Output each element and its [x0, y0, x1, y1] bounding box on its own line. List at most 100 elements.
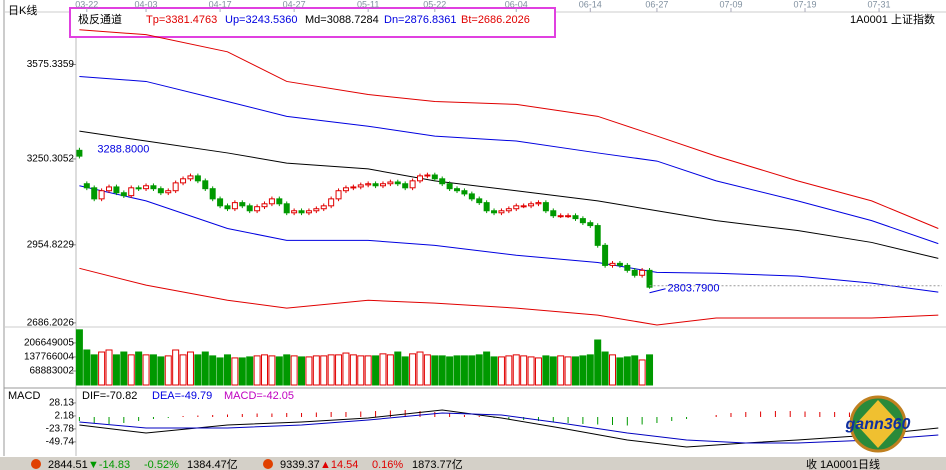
volume-bar — [75, 329, 83, 386]
volume-bar — [298, 356, 306, 386]
volume-bar — [557, 355, 565, 386]
candle-body — [535, 202, 542, 205]
candle-body — [150, 185, 157, 190]
status-text: ▼-14.83 — [88, 459, 130, 470]
volume-bar — [616, 357, 624, 386]
status-bg — [0, 457, 946, 470]
candle-body — [365, 183, 372, 186]
status-icon — [263, 459, 273, 469]
candle-body — [394, 181, 401, 185]
candle-body — [505, 208, 512, 212]
indicator: 极反通道 — [78, 12, 122, 26]
status-bar: 2844.51 ▼-14.83 -0.52% 1384.47亿 9339.37 … — [0, 457, 946, 470]
volume-bar — [453, 355, 461, 386]
volume-bar — [357, 355, 365, 386]
x-tick-label: 05-11 — [357, 0, 379, 9]
candle-body — [646, 269, 653, 288]
dea-line — [79, 412, 939, 444]
header-box — [69, 7, 556, 38]
candle-body — [180, 178, 187, 184]
status-text: 收 1A0001日线 — [806, 457, 880, 470]
period: 日K线 — [8, 3, 37, 17]
candle-body — [491, 210, 498, 214]
x-tick-label: 04-03 — [135, 0, 158, 9]
candle-body — [276, 198, 283, 205]
volume-bar — [335, 354, 343, 386]
volume-bar — [135, 351, 143, 386]
y-tick-label: 3250.3052 — [27, 154, 75, 165]
status-text: 1384.47亿 — [187, 458, 238, 470]
channel-line — [79, 185, 939, 293]
channel-line — [79, 29, 939, 229]
volume-bar — [201, 351, 209, 386]
x-tick-label: 03-22 — [75, 0, 98, 9]
volume-bar — [394, 351, 402, 386]
candle-body — [98, 190, 105, 200]
volume-bar — [246, 356, 254, 386]
volume-bar — [253, 355, 261, 386]
volume-bar — [149, 354, 157, 386]
volume-bar — [342, 352, 350, 386]
candle-body — [231, 202, 238, 210]
volume-bar — [468, 355, 476, 386]
volume-bar — [483, 351, 491, 386]
volume-bar — [112, 354, 120, 386]
candle-body — [239, 202, 246, 207]
candle-body — [542, 202, 549, 212]
volume-bar — [105, 349, 113, 386]
volume-bar — [431, 355, 439, 386]
volume-bar — [460, 355, 468, 386]
volume-bar — [349, 354, 357, 386]
volume-bar — [120, 351, 128, 386]
candle-body — [254, 206, 261, 212]
volume-bar — [90, 354, 98, 386]
volume-bar — [497, 356, 505, 386]
volume-bar — [305, 356, 313, 386]
volume-bar — [157, 356, 165, 386]
volume-bar — [223, 354, 231, 386]
volume-bar — [164, 355, 172, 386]
volume-bar — [231, 357, 239, 386]
symbol: 1A0001 上证指数 — [850, 12, 935, 26]
candle-body — [624, 264, 631, 271]
param: Tp=3381.4763 — [146, 14, 217, 26]
volume-bar — [261, 354, 269, 386]
y-tick-label: 2686.2026 — [27, 318, 75, 329]
candle-body — [431, 174, 438, 180]
channel-line — [79, 130, 939, 259]
status-text: 0.16% — [372, 459, 403, 470]
status-text: -0.52% — [144, 459, 179, 470]
volume-bar — [409, 353, 417, 386]
candle-body — [298, 210, 305, 214]
macd-title: MACD — [8, 390, 40, 402]
candle-body — [202, 180, 209, 190]
volume-bar — [438, 355, 446, 386]
candle-body — [268, 198, 275, 205]
annotation-leader — [649, 288, 666, 294]
volume-bar — [379, 353, 387, 386]
candle-body — [194, 175, 201, 182]
candle-body — [305, 210, 312, 214]
candle-body — [291, 210, 298, 214]
status-text: ▲14.54 — [320, 459, 358, 470]
volume-bar — [290, 355, 298, 386]
volume-bar — [512, 354, 520, 386]
volume-bar — [83, 349, 91, 386]
volume-bar — [312, 355, 320, 386]
volume-bar — [594, 339, 602, 386]
candle-body — [461, 190, 468, 195]
logo-text: gann360 — [845, 416, 911, 433]
volume-bar — [416, 351, 424, 386]
volume-bar — [505, 355, 513, 386]
candle-body — [387, 181, 394, 185]
candle-body — [157, 188, 164, 194]
candle-body — [313, 208, 320, 212]
candle-body — [335, 190, 342, 200]
candle-body — [498, 210, 505, 214]
volume-bar — [542, 355, 550, 386]
y-tick-label: 206649005 — [24, 338, 74, 349]
volume-bar — [586, 354, 594, 386]
volume-bar — [186, 351, 194, 386]
